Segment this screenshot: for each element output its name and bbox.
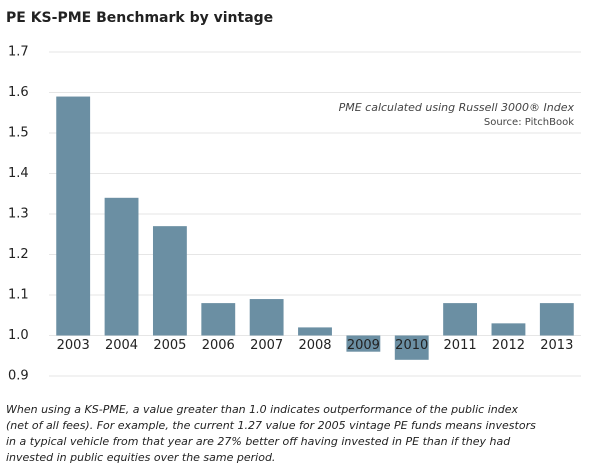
y-tick-label: 1.2 [8, 247, 29, 262]
x-tick-label: 2006 [202, 338, 235, 353]
footnote: in a typical vehicle from that year are … [6, 435, 511, 448]
x-tick-label: 2010 [395, 338, 428, 353]
annotation: PME calculated using Russell 3000® Index [339, 101, 575, 114]
y-tick-label: 1.6 [8, 85, 29, 100]
bar [491, 323, 526, 336]
x-tick-label: 2011 [444, 338, 477, 353]
bar [298, 327, 332, 336]
chart-title: PE KS-PME Benchmark by vintage [6, 10, 273, 26]
x-tick-label: 2003 [57, 338, 90, 353]
x-tick-label: 2013 [540, 338, 573, 353]
bar [346, 335, 381, 352]
footnote: invested in public equities over the sam… [6, 451, 275, 464]
y-tick-label: 1.5 [8, 126, 29, 141]
footnote: When using a KS-PME, a value greater tha… [6, 403, 518, 416]
y-tick-label: 1.0 [8, 328, 29, 343]
x-tick-label: 2009 [347, 338, 380, 353]
bar [152, 226, 187, 336]
bar [443, 303, 478, 336]
x-tick-label: 2005 [153, 338, 186, 353]
bar [394, 335, 429, 360]
bar [104, 197, 139, 336]
y-tick-label: 1.4 [8, 166, 29, 181]
bar [201, 303, 236, 336]
x-tick-label: 2004 [105, 338, 138, 353]
y-tick-label: 1.1 [8, 288, 29, 303]
x-tick-label: 2008 [298, 338, 331, 353]
bar [249, 299, 284, 336]
y-tick-label: 0.9 [8, 369, 29, 384]
x-tick-label: 2007 [250, 338, 283, 353]
bar [56, 96, 91, 336]
y-tick-label: 1.7 [8, 45, 29, 60]
annotation: Source: PitchBook [484, 117, 574, 128]
footnote: (net of all fees). For example, the curr… [6, 419, 536, 432]
bar [539, 303, 574, 336]
y-tick-label: 1.3 [8, 207, 29, 222]
x-tick-label: 2012 [492, 338, 525, 353]
